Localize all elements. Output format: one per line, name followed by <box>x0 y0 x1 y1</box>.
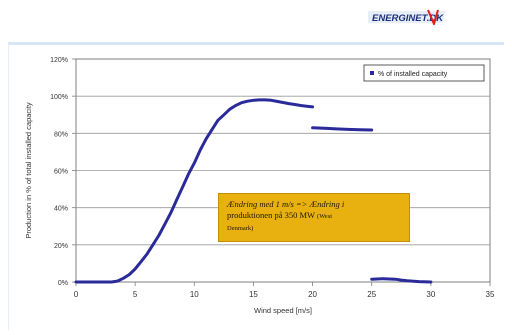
series-line <box>370 277 433 284</box>
x-tick-label: 20 <box>308 290 317 299</box>
x-tick-label: 10 <box>190 290 199 299</box>
power-curve-chart: 0% 20% 40% 60% 80% 100% 120% 0 5 10 15 20 25 30 35 Wind… <box>24 57 495 315</box>
energinet-logo: ENERGINET.DK <box>368 9 446 25</box>
y-tick-label: 80% <box>54 131 68 138</box>
series-line <box>311 126 374 132</box>
callout-line-2: produktionen på 350 MW <box>227 210 315 220</box>
x-tick-label: 25 <box>367 290 376 299</box>
logo-text: ENERGINET.DK <box>372 13 444 24</box>
chart-container: 0% 20% 40% 60% 80% 100% 120% 0 5 10 15 20 25 30 35 Wind… <box>14 47 502 330</box>
x-axis-label: Wind speed [m/s] <box>254 306 312 315</box>
y-tick-label: 120% <box>50 57 68 64</box>
x-tick-label: 0 <box>74 290 79 299</box>
x-tick-label: 30 <box>426 290 435 299</box>
legend-marker <box>370 71 374 75</box>
y-axis-label: Production in % of total installed capac… <box>24 102 33 239</box>
y-tick-label: 100% <box>50 94 68 101</box>
x-tick-label: 5 <box>133 290 138 299</box>
x-tick-label: 15 <box>249 290 258 299</box>
legend-label: % of installed capacity <box>378 71 448 78</box>
y-tick-label: 40% <box>54 206 68 213</box>
series-line <box>74 98 315 284</box>
callout-box: Ændring med 1 m/s => Ændring i produktio… <box>218 193 410 242</box>
legend-box <box>363 64 485 82</box>
callout-line-1: Ændring med 1 m/s => Ændring i <box>227 199 345 209</box>
y-tick-label: 0% <box>58 280 68 287</box>
y-tick-label: 60% <box>54 169 68 176</box>
callout-line-2-small: (West <box>317 213 333 220</box>
x-tick-label: 35 <box>486 290 495 299</box>
callout-line-3-small: Denmark) <box>227 225 254 232</box>
y-tick-label: 20% <box>54 243 68 250</box>
